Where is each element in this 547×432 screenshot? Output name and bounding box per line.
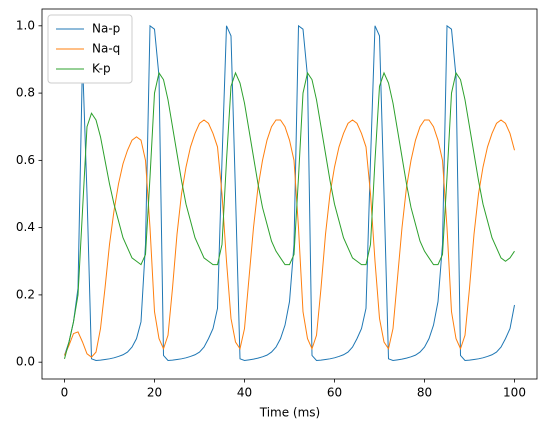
y-tick-label: 0.2 [16,287,35,301]
data-line [64,119,515,358]
x-tick-label: 80 [417,386,432,400]
x-tick-label: 100 [503,386,526,400]
y-tick-label: 0.8 [16,86,35,100]
y-tick-label: 1.0 [16,18,35,32]
y-tick-label: 0.6 [16,153,35,167]
legend-label: K-p [92,62,111,76]
x-tick-label: 60 [327,386,342,400]
legend-box [47,14,133,84]
x-tick-label: 0 [61,386,69,400]
x-tick-label: 20 [147,386,162,400]
x-axis-label: Time (ms) [259,406,321,420]
legend-label: Na-q [92,42,120,56]
plot-frame [41,8,538,380]
legend-label: Na-p [92,22,120,36]
data-line [64,71,515,359]
x-tick-label: 40 [237,386,252,400]
y-tick-label: 0.0 [16,355,35,369]
data-line [64,24,515,362]
y-tick-label: 0.4 [16,220,35,234]
